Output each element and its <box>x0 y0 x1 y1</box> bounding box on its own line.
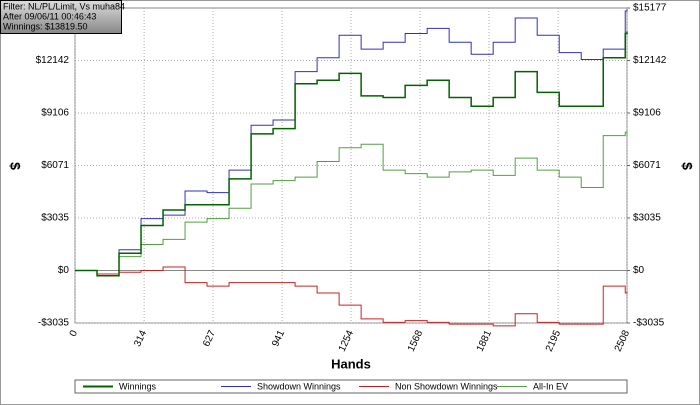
info-box <box>0 0 122 34</box>
y2-tick-label: $15177 <box>633 3 667 14</box>
y2-tick-label: $12142 <box>633 55 667 66</box>
y-tick-label: $9106 <box>41 108 69 119</box>
info-line: Winnings: $13819.50 <box>3 21 88 31</box>
y2-tick-label: -$3035 <box>633 318 665 329</box>
legend-label: Showdown Winnings <box>257 381 341 391</box>
y2-tick-label: $9106 <box>633 108 661 119</box>
y2-tick-label: $3035 <box>633 213 661 224</box>
series-line <box>75 31 628 277</box>
legend-label: Non Showdown Winnings <box>395 381 498 391</box>
info-line: Filter: NL/PL/Limit, Vs muha84 <box>3 1 125 11</box>
y-tick-label: $12142 <box>36 55 70 66</box>
series-line <box>75 9 628 275</box>
x-tick-label: 0 <box>68 328 81 338</box>
y-tick-label: -$3035 <box>38 318 70 329</box>
legend-label: All-In EV <box>533 381 568 391</box>
legend <box>74 379 628 394</box>
legend-label: Winnings <box>119 381 157 391</box>
y-tick-label: $0 <box>58 265 70 276</box>
x-axis-label: Hands <box>331 356 371 371</box>
info-line: After 09/06/11 00:46:43 <box>3 11 96 21</box>
y2-tick-label: $0 <box>633 265 645 276</box>
series-line <box>75 266 628 327</box>
y-tick-label: $3035 <box>41 213 69 224</box>
series-line <box>75 131 628 277</box>
y-axis-label: $ <box>7 162 23 170</box>
y2-tick-label: $6071 <box>633 160 661 171</box>
y2-axis-label: $ <box>679 162 695 170</box>
y-tick-label: $6071 <box>41 160 69 171</box>
